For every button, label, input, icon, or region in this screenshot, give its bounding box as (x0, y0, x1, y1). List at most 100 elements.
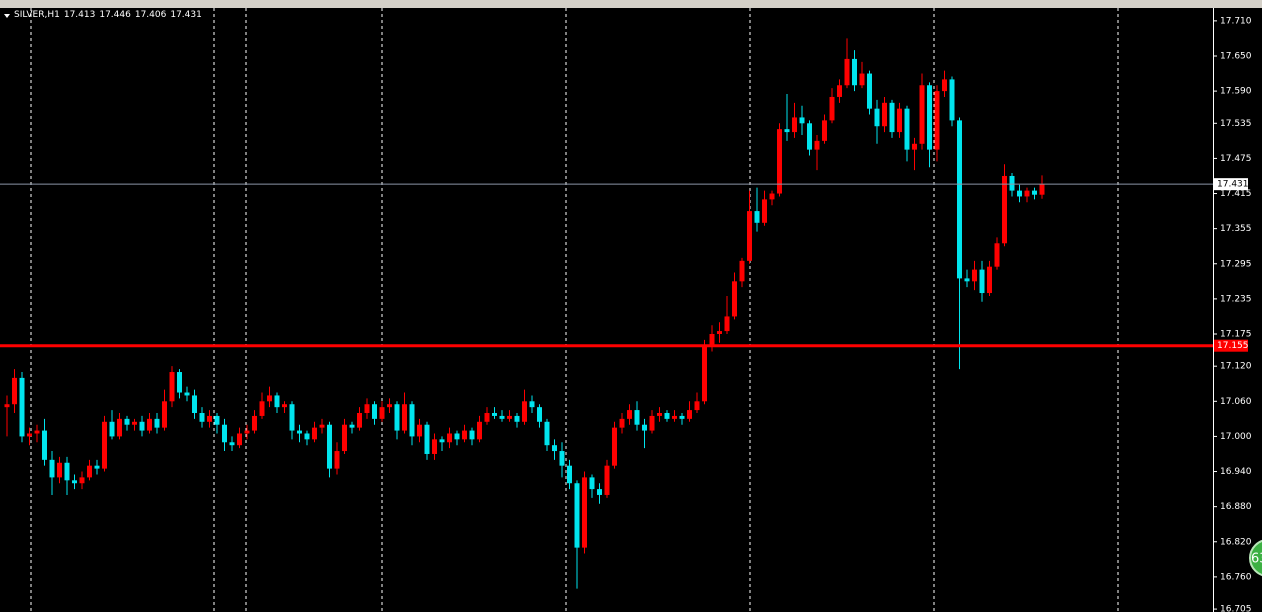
candle-body (424, 424, 430, 454)
candle-body (597, 489, 602, 495)
candle-body (567, 465, 572, 484)
candle-body (604, 465, 610, 495)
candle-body (19, 377, 25, 437)
candle-body (64, 462, 70, 481)
candle-body (672, 415, 677, 419)
candle-body (432, 439, 437, 454)
ohlc-low: 17.406 (134, 10, 167, 20)
candle-body (679, 415, 685, 419)
y-tick-label: 16.760 (1220, 572, 1252, 582)
level-label: 17.155 (1217, 341, 1249, 351)
candle-body (964, 278, 970, 282)
y-tick-label: 16.820 (1220, 537, 1252, 547)
candle-body (499, 415, 505, 419)
candle-body (934, 91, 940, 150)
candle-body (514, 415, 520, 422)
y-tick-label: 17.475 (1220, 154, 1252, 164)
y-tick-label: 17.060 (1220, 397, 1252, 407)
price-label-box (1214, 178, 1248, 191)
candle-body (4, 404, 10, 408)
candle-body (582, 477, 587, 548)
candle-body (792, 117, 797, 133)
candle-body (799, 117, 805, 124)
candle-body (589, 477, 595, 490)
candle-body (372, 404, 377, 419)
candle-body (1009, 175, 1015, 191)
candle-body (829, 96, 835, 121)
candle-body (477, 421, 482, 440)
candle-body (454, 433, 460, 440)
candle-body (507, 415, 512, 419)
candle-body (882, 102, 887, 127)
y-tick-label: 17.535 (1220, 119, 1252, 129)
candle-body (574, 483, 580, 548)
candle-body (192, 395, 197, 414)
candle-body (49, 459, 55, 478)
header: SILVER,H1 17.413 17.446 17.406 17.431 (14, 10, 206, 20)
candle-body (904, 108, 910, 150)
candle-body (529, 401, 535, 408)
candle-body (859, 73, 865, 86)
candle-body (162, 401, 167, 428)
candle-body (739, 260, 745, 282)
candle-body (822, 120, 827, 141)
candle-body (814, 140, 820, 150)
ohlc-open: 17.413 (63, 10, 96, 20)
candle-body (267, 395, 272, 402)
y-tick-label: 17.590 (1220, 87, 1252, 97)
y-tick-label: 17.295 (1220, 259, 1252, 269)
y-tick-label: 17.415 (1220, 189, 1252, 199)
candle-body (649, 415, 655, 431)
candle-body (102, 421, 107, 469)
candle-body (559, 451, 565, 466)
y-tick-label: 16.705 (1220, 605, 1252, 612)
candle-body (717, 331, 722, 334)
level-label-box (1214, 339, 1248, 352)
candle-body (147, 418, 152, 431)
candle-body (237, 433, 242, 446)
y-tick-label: 17.120 (1220, 362, 1252, 372)
candle-body (244, 430, 250, 434)
candle-body (27, 433, 32, 437)
candle-body (852, 58, 857, 86)
candle-body (619, 418, 625, 428)
candle-body (702, 345, 707, 402)
y-tick-label: 16.880 (1220, 502, 1252, 512)
candle-body (1032, 190, 1037, 195)
candle-body (304, 433, 310, 440)
candle-body (184, 392, 190, 396)
candle-body (12, 377, 17, 405)
candle-body (439, 439, 445, 443)
candle-body (289, 404, 295, 431)
candle-body (139, 421, 145, 431)
candle-body (1039, 184, 1045, 195)
candle-body (259, 401, 265, 416)
candle-body (349, 424, 355, 428)
candle-body (387, 404, 392, 408)
candle-body (1002, 175, 1007, 244)
candle-body (409, 404, 415, 437)
candle-body (972, 269, 977, 282)
candle-body (694, 401, 700, 411)
candle-body (154, 418, 160, 428)
candle-body (867, 73, 872, 109)
candle-body (229, 442, 235, 446)
candle-body (214, 415, 220, 425)
candle-body (1017, 190, 1022, 197)
y-tick-label: 17.650 (1220, 51, 1252, 61)
candle-body (117, 418, 122, 437)
top-strip (0, 0, 1262, 8)
candle-body (544, 421, 550, 446)
candle-body (979, 269, 985, 294)
candle-body (754, 211, 760, 223)
candle-body (484, 413, 490, 422)
candle-body (312, 427, 317, 440)
candle-body (79, 477, 85, 484)
y-tick-label: 17.710 (1220, 16, 1252, 26)
candle-body (732, 281, 737, 317)
candle-body (709, 333, 715, 346)
candle-body (762, 199, 767, 223)
candle-body (664, 413, 670, 419)
candle-body (132, 421, 137, 425)
candle-body (897, 108, 902, 133)
